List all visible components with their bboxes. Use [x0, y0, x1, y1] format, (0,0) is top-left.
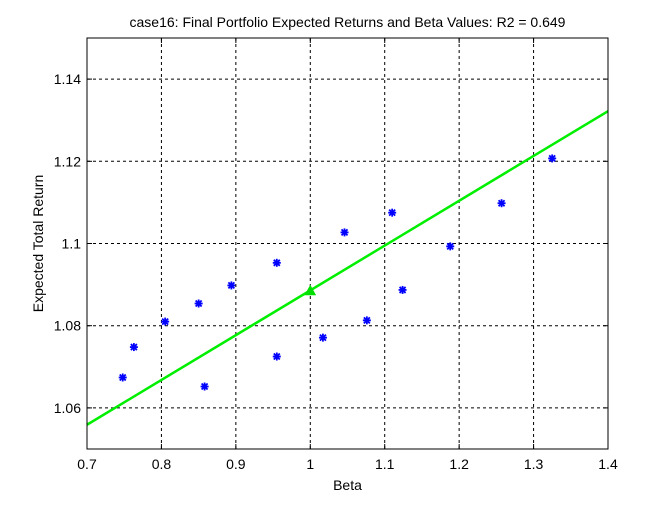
asterisk-stroke	[227, 281, 236, 290]
y-axis-label: Expected Total Return	[30, 175, 46, 313]
market-point-triangle	[304, 284, 317, 296]
x-tick-label: 1.4	[598, 456, 618, 472]
asterisk-stroke	[200, 382, 209, 391]
asterisk-stroke	[497, 199, 506, 207]
data-point	[118, 373, 127, 382]
asterisk-stroke	[398, 286, 407, 294]
x-tick-label: 1.3	[524, 456, 544, 472]
asterisk-stroke	[319, 333, 327, 342]
regression-line	[86, 110, 609, 426]
x-tick-label: 0.9	[226, 456, 246, 472]
data-point	[340, 228, 349, 237]
y-tick-label: 1.1	[62, 236, 82, 252]
data-point	[548, 154, 557, 163]
chart-title: case16: Final Portfolio Expected Returns…	[130, 14, 566, 30]
asterisk-stroke	[195, 299, 203, 308]
data-point	[194, 299, 203, 308]
asterisk-stroke	[130, 343, 138, 351]
asterisk-stroke	[548, 154, 556, 163]
x-tick-label: 1.2	[449, 456, 469, 472]
y-tick-label: 1.08	[54, 318, 81, 334]
fit-line	[86, 110, 609, 426]
data-point	[362, 316, 371, 325]
data-point	[272, 258, 281, 267]
data-point	[388, 208, 397, 217]
x-tick-label: 1.1	[375, 456, 395, 472]
data-points	[118, 154, 557, 391]
asterisk-stroke	[273, 352, 281, 361]
asterisk-stroke	[340, 228, 349, 237]
asterisk-stroke	[161, 317, 169, 326]
asterisk-stroke	[119, 373, 127, 382]
x-tick-label: 1	[306, 456, 314, 472]
data-point	[398, 285, 407, 294]
axis-ticks: 0.7 0.8 0.9 1 1.1 1.2 1.3 1.4 1.06 1.08 1.1 1.12 1.1…	[54, 38, 618, 472]
data-point	[497, 199, 506, 208]
data-point	[227, 281, 236, 290]
data-point	[272, 352, 281, 361]
y-tick-label: 1.14	[54, 71, 81, 87]
x-axis-label: Beta	[333, 477, 362, 493]
data-point	[200, 382, 209, 391]
grid	[87, 38, 608, 449]
y-tick-label: 1.12	[54, 153, 81, 169]
asterisk-stroke	[363, 316, 371, 324]
y-tick-label: 1.06	[54, 400, 81, 416]
asterisk-stroke	[388, 209, 396, 217]
asterisk-stroke	[273, 259, 281, 267]
data-point	[129, 343, 138, 352]
x-tick-label: 0.7	[77, 456, 97, 472]
x-tick-label: 0.8	[152, 456, 172, 472]
data-point	[318, 333, 327, 342]
data-point	[161, 317, 170, 326]
data-point	[446, 242, 455, 251]
asterisk-stroke	[446, 242, 454, 251]
